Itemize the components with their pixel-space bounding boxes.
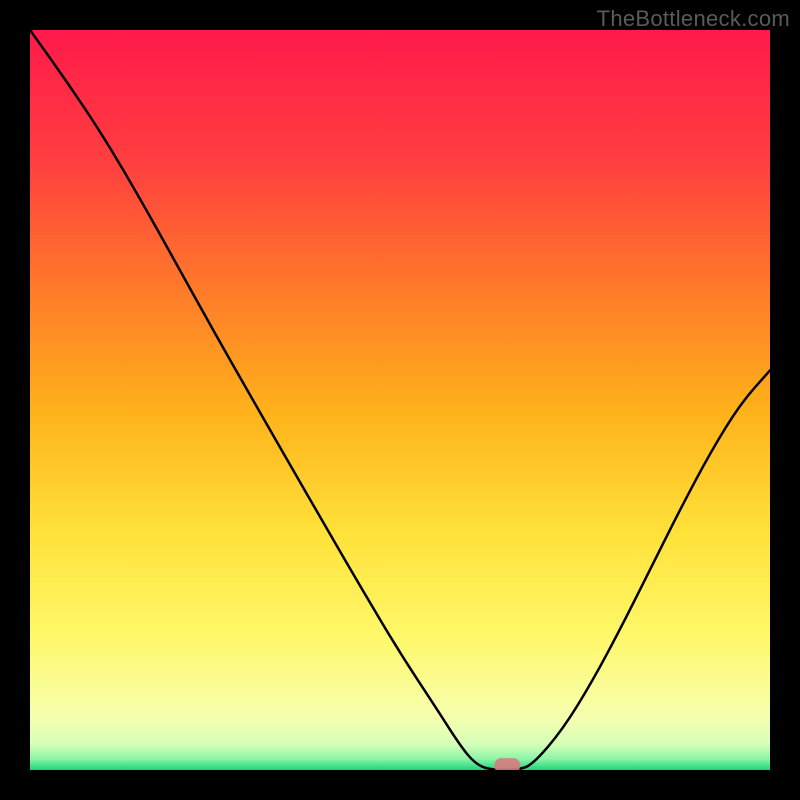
- gradient-background: [30, 30, 770, 770]
- bottleneck-chart: [30, 30, 770, 770]
- optimal-marker: [494, 758, 520, 770]
- chart-svg: [30, 30, 770, 770]
- watermark-text: TheBottleneck.com: [597, 6, 790, 32]
